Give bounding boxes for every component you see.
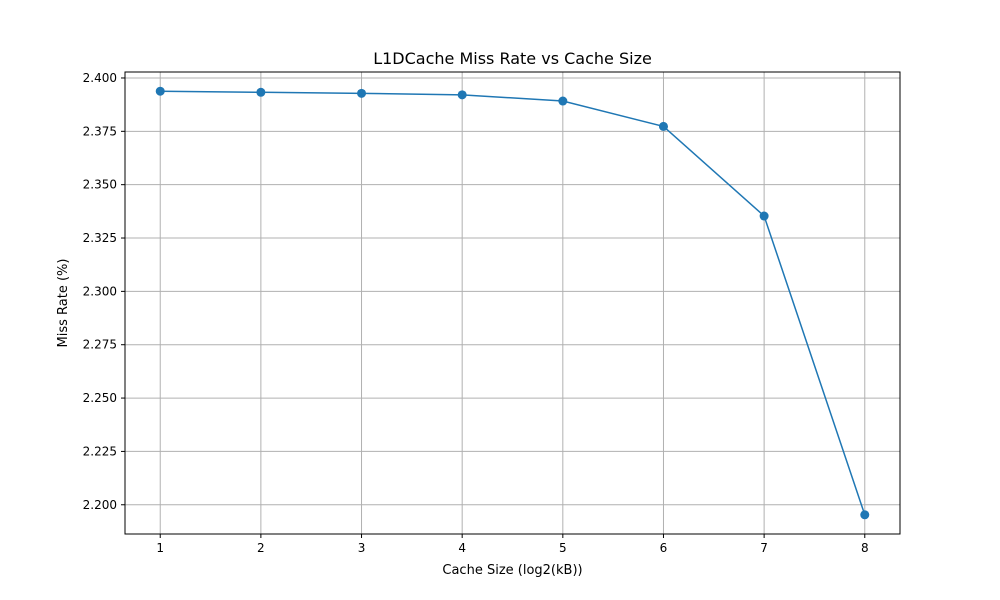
x-tick-label: 3: [358, 541, 366, 555]
grid-layer: [125, 72, 900, 534]
y-tick-label: 2.275: [83, 338, 117, 352]
plot-area: [124, 71, 901, 535]
y-tick-label: 2.375: [83, 124, 117, 138]
data-point: [357, 88, 367, 98]
x-tick-label: 1: [156, 541, 164, 555]
y-tick-label: 2.325: [83, 231, 117, 245]
series-layer: [155, 86, 870, 520]
data-point: [155, 86, 165, 96]
y-axis-label: Miss Rate (%): [56, 259, 71, 348]
data-point: [658, 121, 668, 131]
data-point: [860, 510, 870, 520]
x-tick-label: 6: [660, 541, 668, 555]
y-tick-label: 2.350: [83, 178, 117, 192]
y-tick-label: 2.400: [83, 71, 117, 85]
y-tick-label: 2.300: [83, 284, 117, 298]
x-tick-label: 7: [760, 541, 768, 555]
x-tick-label: 2: [257, 541, 265, 555]
y-tick-label: 2.200: [83, 498, 117, 512]
data-point: [256, 87, 266, 97]
data-point: [759, 211, 769, 221]
y-tick-label: 2.250: [83, 391, 117, 405]
x-tick-label: 4: [458, 541, 466, 555]
data-point: [457, 90, 467, 100]
data-point: [558, 96, 568, 106]
chart-title: L1DCache Miss Rate vs Cache Size: [373, 49, 652, 68]
x-tick-label: 5: [559, 541, 567, 555]
x-axis-label: Cache Size (log2(kB)): [442, 563, 582, 578]
y-tick-label: 2.225: [83, 444, 117, 458]
ticks-layer: 1 2 3 4 5 6 7 8 2.200 2.225 2.250 2.275 2.300 2.325 2.…: [83, 71, 869, 555]
series-line: [160, 90, 866, 516]
x-tick-label: 8: [861, 541, 869, 555]
